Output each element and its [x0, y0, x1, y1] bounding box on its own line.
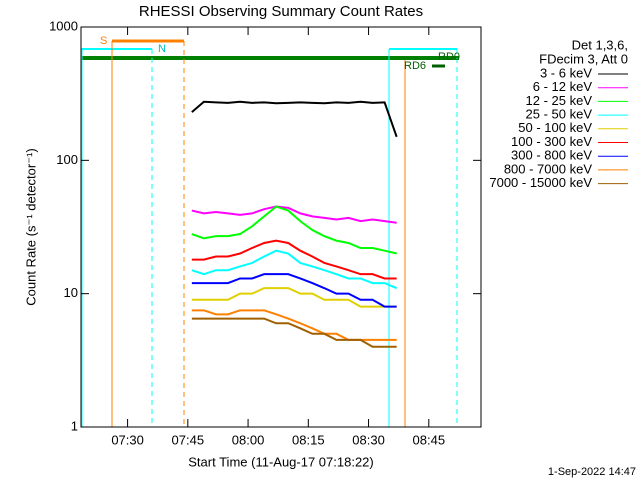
- legend-label: 3 - 6 keV: [540, 65, 592, 80]
- legend-label: 12 - 25 keV: [526, 93, 593, 108]
- legend-header: FDecim 3, Att 0: [539, 51, 628, 66]
- y-tick-label: 10: [64, 285, 78, 300]
- legend-label: 7000 - 15000 keV: [489, 175, 592, 190]
- footer-date: 1-Sep-2022 14:47: [548, 466, 636, 478]
- chart-title: RHESSI Observing Summary Count Rates: [139, 3, 423, 20]
- x-tick-label: 08:30: [352, 432, 385, 447]
- series-line: [191, 317, 397, 348]
- flag-label: RD6: [404, 60, 426, 72]
- flag-label: S: [100, 35, 107, 47]
- series-line: [191, 239, 397, 280]
- y-tick-label: 100: [56, 152, 78, 167]
- x-tick-label: 08:45: [413, 432, 446, 447]
- flags: [81, 39, 459, 427]
- legend-label: 6 - 12 keV: [533, 79, 593, 94]
- plot-frame: [80, 26, 482, 428]
- flag-label: RD0: [438, 51, 460, 63]
- legend-label: 800 - 7000 keV: [504, 161, 593, 176]
- series-line: [191, 205, 397, 224]
- series-line: [191, 287, 397, 308]
- x-tick-label: 08:15: [292, 432, 325, 447]
- y-axis-label: Count Rate (s⁻¹ detector⁻¹): [23, 148, 38, 306]
- flag-label: N: [158, 43, 166, 55]
- y-tick-label: 1000: [49, 18, 78, 33]
- legend-label: 50 - 100 keV: [518, 120, 592, 135]
- series-line: [191, 249, 398, 290]
- legend-label: 300 - 800 keV: [511, 148, 592, 163]
- x-tick-label: 08:00: [232, 432, 265, 447]
- series-line: [191, 100, 398, 138]
- x-axis-label: Start Time (11-Aug-17 07:18:22): [188, 454, 373, 469]
- x-tick-label: 07:30: [111, 432, 144, 447]
- legend-label: 100 - 300 keV: [511, 134, 592, 149]
- legend-header: Det 1,3,6,: [572, 37, 628, 52]
- series-line: [191, 205, 397, 255]
- legend-label: 25 - 50 keV: [526, 107, 593, 122]
- y-tick-label: 1: [71, 418, 78, 433]
- x-tick-label: 07:45: [172, 432, 205, 447]
- series-line: [191, 273, 397, 308]
